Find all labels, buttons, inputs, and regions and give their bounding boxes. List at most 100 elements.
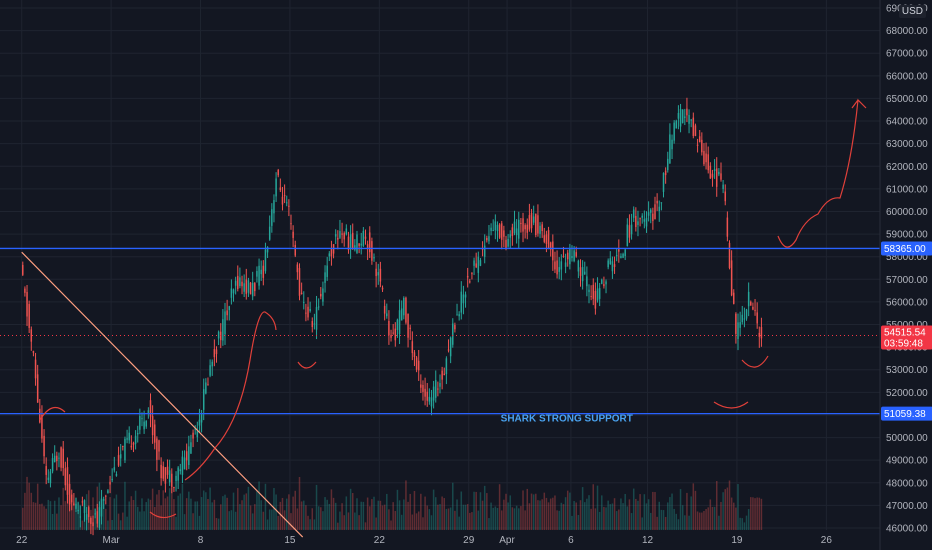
volume-bar — [569, 492, 571, 530]
time-axis: 22 Mar 8 15 22 29 Apr 6 12 19 26 — [16, 535, 832, 546]
candle-body — [398, 310, 401, 334]
volume-bar — [362, 501, 365, 530]
volume-bar — [175, 516, 177, 530]
volume-bar — [75, 497, 77, 530]
candle-body — [537, 215, 539, 234]
candle-body — [113, 467, 116, 471]
volume-bar — [388, 509, 390, 530]
volume-bar — [251, 513, 254, 530]
currency-label[interactable]: USD — [898, 5, 926, 18]
volume-bar — [217, 518, 220, 530]
volume-bar — [81, 520, 84, 530]
volume-bar — [264, 483, 267, 530]
volume-bar — [530, 493, 533, 530]
volume-bar — [28, 482, 30, 530]
volume-bar — [30, 492, 33, 530]
volume-bar — [428, 509, 431, 530]
candle-body — [667, 158, 669, 171]
volume-bar — [601, 495, 603, 530]
y-tick-label: 68000.00 — [886, 26, 928, 37]
volume-bar — [645, 503, 648, 530]
candle-body — [119, 454, 122, 459]
volume-bar — [171, 487, 173, 530]
candle-body — [447, 349, 450, 351]
volume-bar — [658, 501, 661, 530]
candle-body — [73, 503, 75, 505]
volume-bar — [394, 511, 397, 530]
candle-body — [694, 125, 697, 136]
volume-bar — [581, 487, 584, 530]
last-price-label: 54515.54 — [884, 327, 926, 338]
candle-body — [213, 349, 216, 358]
volume-bar — [290, 513, 292, 530]
candle-body — [222, 319, 224, 341]
candle-body — [400, 308, 403, 321]
candle-body — [58, 457, 60, 459]
candle-body — [362, 230, 365, 246]
volume-bar — [124, 481, 126, 530]
candle-body — [334, 234, 337, 237]
volume-bar — [535, 493, 537, 530]
volume-bar — [417, 511, 420, 530]
candle-body — [226, 310, 228, 316]
candle-body — [307, 306, 309, 318]
volume-bar — [190, 498, 192, 530]
volume-bar — [192, 513, 194, 530]
candle-body — [415, 357, 418, 370]
candle-body — [22, 264, 24, 275]
candle-body — [266, 246, 269, 253]
volume-bar — [134, 490, 137, 530]
candle-body — [230, 288, 233, 298]
y-tick-label: 65000.00 — [886, 94, 928, 105]
candle-body — [98, 507, 101, 528]
volume-bar — [303, 500, 305, 530]
volume-bar — [188, 491, 190, 530]
volume-bar — [458, 516, 460, 530]
candle-body — [390, 334, 392, 338]
candle-body — [594, 290, 597, 309]
x-tick-label: Apr — [499, 535, 515, 546]
last-price-tag — [881, 325, 932, 350]
candle-body — [705, 153, 707, 163]
volume-bar — [315, 484, 318, 530]
x-tick-label: 26 — [821, 535, 833, 546]
volume-bar — [349, 488, 352, 530]
candle-body — [317, 306, 320, 308]
volume-bar — [722, 492, 724, 530]
candle-body — [309, 308, 311, 311]
volume-bar — [541, 499, 543, 530]
candle-body — [603, 284, 605, 287]
volume-bar — [232, 492, 235, 530]
volume-bar — [166, 496, 169, 530]
volume-bar — [571, 515, 573, 530]
candle-body — [754, 309, 756, 311]
volume-bar — [154, 506, 156, 530]
volume-bar — [32, 502, 35, 530]
candle-body — [549, 242, 552, 250]
x-tick-label: 12 — [642, 535, 654, 546]
candle-body — [290, 223, 292, 225]
candle-body — [664, 170, 667, 176]
volume-bar — [524, 510, 526, 530]
volume-bar — [469, 512, 471, 530]
candle-body — [75, 503, 77, 509]
volume-bar — [254, 504, 256, 530]
volume-bar — [560, 502, 563, 530]
candle-body — [675, 120, 678, 129]
candle-body — [658, 206, 661, 212]
volume-bar — [126, 516, 128, 530]
candle-body — [692, 117, 695, 136]
candle-body — [660, 202, 663, 204]
candle-body — [379, 268, 382, 282]
volume-bar — [698, 512, 701, 530]
candle-body — [703, 151, 705, 165]
candle-body — [43, 435, 45, 457]
candle-body — [649, 209, 652, 213]
volume-bar — [326, 499, 328, 530]
volume-bar — [747, 509, 750, 530]
x-tick-label: 22 — [374, 535, 386, 546]
volume-bar — [249, 505, 252, 530]
candle-body — [588, 289, 590, 293]
candle-body — [273, 200, 275, 214]
